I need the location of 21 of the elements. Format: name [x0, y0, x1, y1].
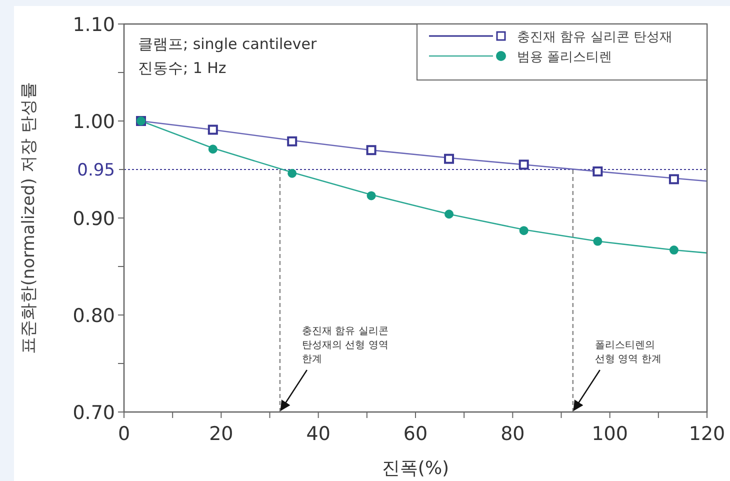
x-axis-title: 진폭(%)	[382, 458, 450, 479]
y-tick-label: 1.10	[72, 14, 115, 36]
annotation: 폴리스티렌의 선형 영역 한계	[594, 340, 662, 365]
annotation: 클램프; single cantilever	[138, 35, 318, 53]
x-tick-label: 120	[688, 423, 726, 445]
legend-label: 충진재 함유 실리콘 탄성재	[517, 30, 672, 45]
annotation: 충진재 함유 실리콘 탄성재의 선형 영역 한계	[302, 326, 388, 365]
x-tick-label: 100	[592, 423, 628, 445]
x-tick-label: 60	[403, 423, 428, 445]
y-tick-label: 0.90	[72, 208, 115, 230]
legend-label: 범용 폴리스티렌	[517, 50, 612, 65]
x-tick-label: 80	[500, 423, 525, 445]
y-tick-label: 0.80	[72, 305, 115, 327]
annotation: 진동수; 1 Hz	[138, 59, 226, 77]
x-tick-label: 0	[118, 423, 130, 445]
x-tick-label: 40	[306, 423, 330, 445]
ref-line-label: 0.95	[77, 160, 115, 180]
y-tick-label: 1.00	[72, 111, 115, 133]
y-tick-label: 0.70	[72, 402, 115, 424]
y-axis-title: 표준화한(normalized) 저장 탄성률	[19, 82, 39, 354]
x-tick-label: 20	[209, 423, 234, 445]
